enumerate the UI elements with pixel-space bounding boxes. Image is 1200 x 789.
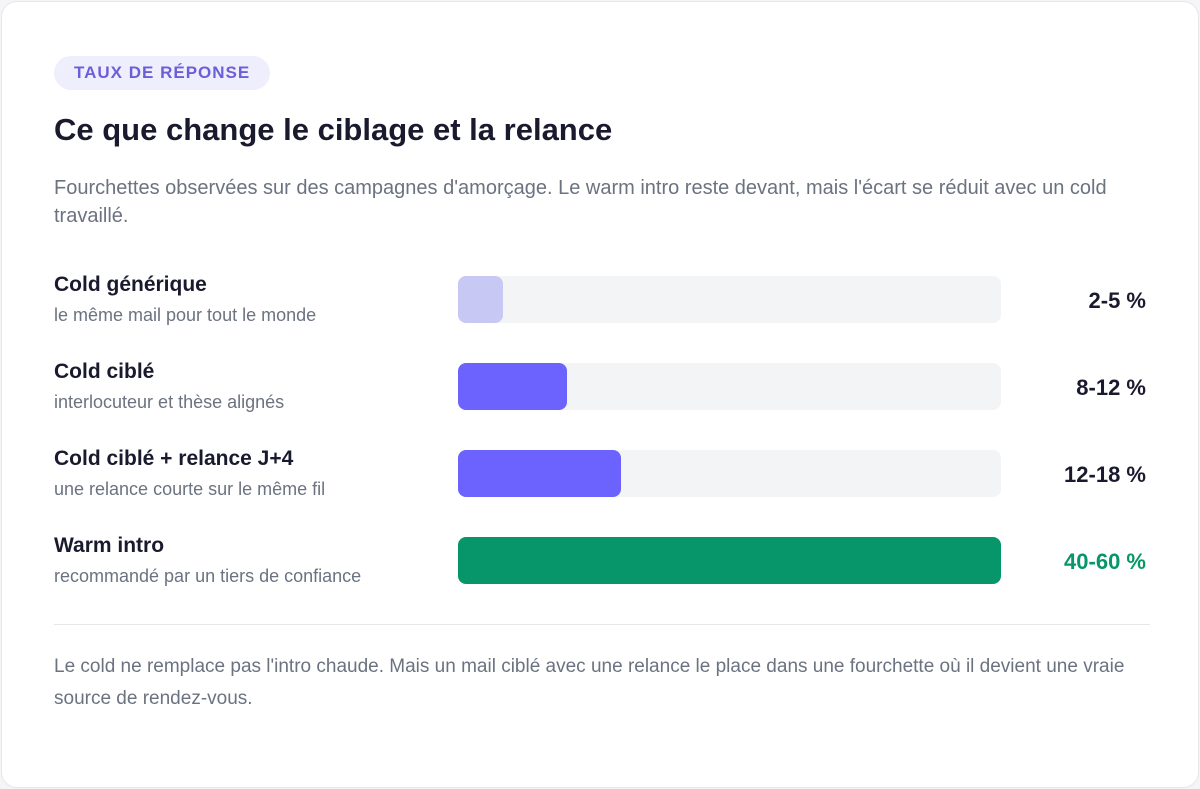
category-label: Cold ciblé + relance J+4	[54, 447, 294, 470]
bar-track	[458, 363, 1001, 410]
category-description: interlocuteur et thèse alignés	[54, 392, 285, 412]
subtitle: Fourchettes observées sur des campagnes …	[54, 177, 1107, 227]
bar-track	[458, 276, 1001, 323]
value-label: 8-12 %	[1076, 375, 1146, 400]
badge: TAUX DE RÉPONSE	[54, 56, 271, 90]
bar	[458, 363, 567, 410]
bar-track	[458, 537, 1001, 584]
value-label: 12-18 %	[1064, 462, 1146, 487]
bar	[458, 537, 1001, 584]
category-description: recommandé par un tiers de confiance	[54, 566, 362, 586]
divider	[54, 624, 1150, 625]
category-description: une relance courte sur le même fil	[54, 479, 326, 499]
category-label: Cold générique	[54, 273, 207, 296]
value-label: 2-5 %	[1088, 288, 1146, 313]
chart-title: Ce que change le ciblage et la relance	[54, 112, 613, 147]
category-label: Cold ciblé	[54, 360, 155, 383]
footnote: Le cold ne remplace pas l'intro chaude. …	[54, 656, 1125, 709]
bar	[458, 450, 621, 497]
category-label: Warm intro	[54, 534, 165, 557]
value-label: 40-60 %	[1064, 549, 1146, 574]
bar	[458, 276, 504, 323]
bar-track	[458, 450, 1001, 497]
category-description: le même mail pour tout le monde	[54, 305, 317, 325]
